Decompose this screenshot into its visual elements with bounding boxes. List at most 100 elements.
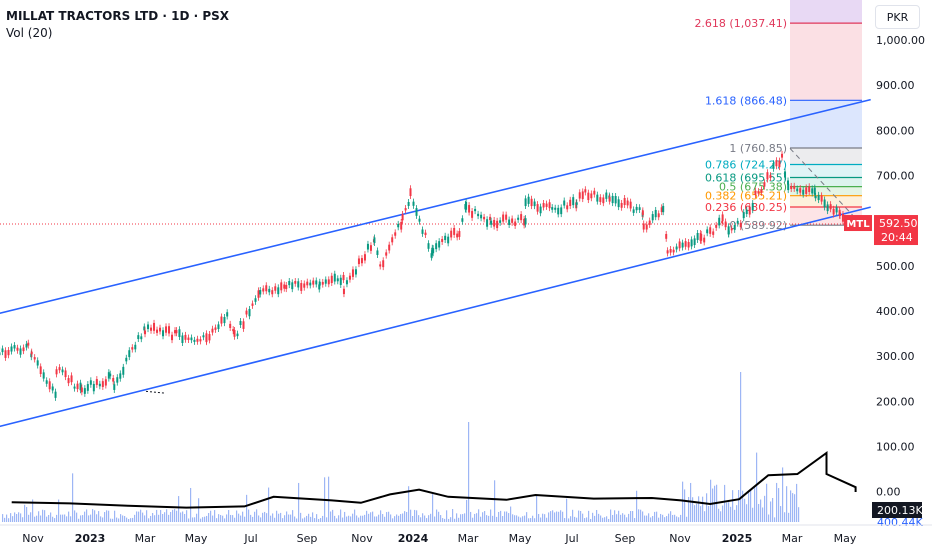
candle-body xyxy=(107,372,110,379)
volume-bar xyxy=(110,518,112,522)
volume-bar xyxy=(496,516,498,522)
candle-body xyxy=(79,382,82,391)
volume-bar xyxy=(160,510,162,522)
volume-bar xyxy=(644,515,646,522)
candle-body xyxy=(330,275,333,284)
volume-bar xyxy=(492,515,494,522)
candle-body xyxy=(814,195,817,199)
volume-bar xyxy=(112,518,114,522)
candle-body xyxy=(533,201,536,207)
volume-bar xyxy=(40,515,42,522)
candle-body xyxy=(51,386,54,391)
candle-body xyxy=(306,281,309,286)
volume-indicator-label[interactable]: Vol (20) xyxy=(6,26,53,40)
volume-bar xyxy=(682,481,684,522)
candle-body xyxy=(430,253,433,258)
volume-bar xyxy=(348,515,350,522)
candle-body xyxy=(523,218,526,226)
candle-body xyxy=(563,200,566,206)
volume-bar xyxy=(560,510,562,522)
volume-bar xyxy=(736,505,738,522)
candle-body xyxy=(763,182,766,187)
candle-body xyxy=(0,352,1,356)
volume-bar xyxy=(122,515,124,522)
candle-body xyxy=(508,219,511,225)
candle-body xyxy=(790,185,793,190)
volume-bar xyxy=(614,510,616,522)
volume-bar xyxy=(162,514,164,522)
volume-bar xyxy=(720,511,722,522)
volume-bar xyxy=(640,509,642,522)
candle-body xyxy=(727,230,730,235)
candle-body xyxy=(690,239,693,247)
candle-body xyxy=(461,218,464,222)
volume-bar xyxy=(50,512,52,522)
volume-bar xyxy=(396,514,398,522)
volume-bar xyxy=(758,503,760,522)
fib-level-label: 0.382 (655.21) xyxy=(705,190,787,203)
volume-bar xyxy=(322,515,324,522)
candle-body xyxy=(401,213,404,221)
volume-bar xyxy=(598,513,600,522)
volume-bar xyxy=(6,514,8,522)
candle-body xyxy=(793,185,796,189)
volume-bar xyxy=(24,504,26,522)
volume-bar xyxy=(340,509,342,522)
volume-bar xyxy=(426,518,428,522)
volume-bar xyxy=(306,515,308,522)
volume-bar xyxy=(486,515,488,522)
candle-body xyxy=(36,360,39,366)
candle-body xyxy=(162,330,165,337)
volume-bar xyxy=(794,494,796,522)
volume-bar xyxy=(264,511,266,522)
candle-body xyxy=(98,383,101,387)
candle-body xyxy=(1,348,4,353)
candle-body xyxy=(736,220,739,224)
currency-button[interactable]: PKR xyxy=(875,5,920,29)
volume-bar xyxy=(114,510,116,522)
chart-legend: MILLAT TRACTORS LTD · 1D · PSX Vol (20) xyxy=(6,8,229,42)
volume-bar xyxy=(354,509,356,522)
symbol-title[interactable]: MILLAT TRACTORS LTD · 1D · PSX xyxy=(6,9,230,23)
time-tick-label: May xyxy=(185,532,208,545)
candle-body xyxy=(718,217,721,226)
volume-bar xyxy=(2,514,4,522)
volume-bar xyxy=(182,511,184,522)
volume-bar xyxy=(520,517,522,522)
candle-body xyxy=(483,216,486,220)
volume-bar xyxy=(776,482,778,522)
volume-bar xyxy=(298,482,300,522)
candle-body xyxy=(724,221,727,228)
volume-bar xyxy=(170,511,172,522)
volume-bar xyxy=(572,509,574,522)
candle-body xyxy=(128,350,131,358)
volume-bar xyxy=(500,510,502,522)
volume-bar xyxy=(728,502,730,522)
time-tick-label: Jul xyxy=(564,532,578,545)
channel-lower-line xyxy=(0,206,871,428)
candle-body xyxy=(817,194,820,201)
volume-bar xyxy=(634,518,636,522)
volume-bar xyxy=(260,517,262,522)
time-tick-label: 2023 xyxy=(75,532,106,545)
candle-body xyxy=(134,344,137,350)
volume-bar xyxy=(582,513,584,522)
candle-body xyxy=(391,237,394,243)
volume-bar xyxy=(508,513,510,522)
volume-bar xyxy=(64,514,66,522)
volume-bar xyxy=(474,513,476,522)
volume-bar xyxy=(320,518,322,522)
volume-bar xyxy=(416,510,418,522)
volume-bar xyxy=(332,509,334,522)
candle-body xyxy=(95,379,98,385)
volume-bar xyxy=(54,518,56,522)
candle-body xyxy=(578,192,581,199)
volume-bar xyxy=(438,511,440,522)
volume-bar xyxy=(326,517,328,522)
candle-body xyxy=(168,326,171,334)
volume-bar xyxy=(450,517,452,522)
candle-body xyxy=(397,223,400,228)
volume-bar xyxy=(504,511,506,522)
candle-body xyxy=(542,203,545,208)
